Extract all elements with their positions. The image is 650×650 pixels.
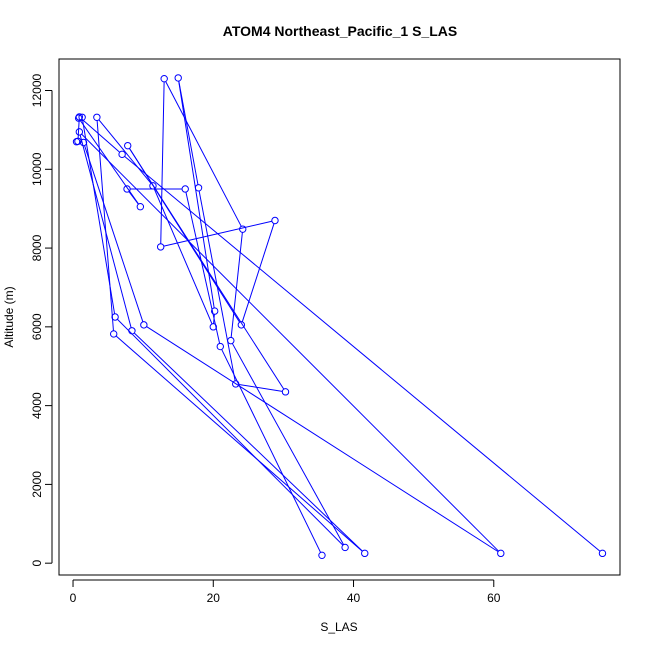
y-tick-label: 4000 bbox=[30, 392, 44, 419]
series-line-segment bbox=[213, 314, 215, 324]
x-axis-label: S_LAS bbox=[320, 620, 357, 634]
x-tick-label: 40 bbox=[347, 591, 361, 605]
data-point bbox=[209, 323, 217, 331]
series-line-segment bbox=[84, 145, 144, 322]
data-point bbox=[74, 137, 82, 146]
series-line-segment bbox=[117, 318, 344, 546]
chart-title: ATOM4 Northeast_Pacific_1 S_LAS bbox=[223, 23, 457, 39]
y-tick-label: 10000 bbox=[30, 152, 44, 186]
x-axis: 0 20 40 60 bbox=[70, 579, 501, 605]
y-tick-label: 2000 bbox=[30, 471, 44, 498]
data-point bbox=[124, 141, 132, 150]
data-point bbox=[118, 150, 126, 159]
data-point bbox=[232, 380, 240, 388]
data-point bbox=[79, 138, 88, 147]
y-tick-label: 12000 bbox=[30, 74, 44, 108]
y-axis-label: Altitude (m) bbox=[2, 286, 16, 347]
series-line-segment bbox=[115, 335, 363, 552]
series-line-segment bbox=[81, 118, 121, 153]
series-line-segment bbox=[124, 155, 601, 552]
x-tick-label: 0 bbox=[70, 591, 77, 605]
data-point bbox=[78, 113, 86, 122]
y-tick-label: 0 bbox=[30, 560, 44, 567]
data-point bbox=[136, 203, 145, 211]
data-point bbox=[75, 128, 84, 136]
data-point bbox=[93, 113, 101, 122]
series-line-segment bbox=[160, 81, 165, 244]
data-point bbox=[74, 114, 83, 122]
data-point bbox=[123, 185, 131, 193]
series-line-segment bbox=[221, 349, 322, 553]
series-line-segment bbox=[146, 326, 499, 553]
x-tick-label: 20 bbox=[207, 591, 221, 605]
data-point bbox=[318, 551, 326, 560]
series-line-segment bbox=[133, 332, 363, 552]
series-line-segment bbox=[198, 190, 236, 381]
data-point bbox=[361, 549, 369, 558]
plot-frame bbox=[58, 58, 621, 576]
data-point bbox=[174, 74, 182, 82]
data-point bbox=[194, 184, 203, 192]
data-point bbox=[341, 543, 349, 552]
y-tick-label: 6000 bbox=[30, 313, 44, 340]
data-point bbox=[111, 313, 119, 321]
data-point bbox=[216, 342, 224, 351]
data-point bbox=[598, 549, 607, 558]
data-point bbox=[281, 388, 290, 396]
data-point bbox=[156, 243, 165, 251]
series-line-segment bbox=[178, 80, 199, 185]
data-point bbox=[75, 113, 84, 121]
x-tick-label: 60 bbox=[487, 591, 501, 605]
data-point bbox=[239, 225, 247, 233]
data-point bbox=[110, 330, 118, 338]
data-point bbox=[210, 307, 219, 315]
data-point bbox=[140, 321, 148, 329]
data-point bbox=[271, 216, 279, 225]
data-point bbox=[227, 336, 235, 345]
series-line-segment bbox=[231, 343, 344, 545]
series-line-segment bbox=[79, 134, 132, 328]
data-point bbox=[149, 182, 157, 190]
series-line-segment bbox=[230, 232, 243, 338]
y-axis: 0 2000 4000 6000 8000 10000 12000 bbox=[30, 74, 53, 567]
series-line-segment bbox=[241, 223, 275, 322]
data-point bbox=[497, 549, 505, 558]
series-line-segment bbox=[81, 133, 499, 552]
y-tick-label: 8000 bbox=[30, 234, 44, 261]
series-line-segment bbox=[98, 119, 152, 184]
data-point bbox=[181, 185, 189, 193]
data-point bbox=[128, 327, 136, 335]
data-point bbox=[160, 74, 168, 83]
series-line-segment bbox=[238, 383, 283, 392]
series-line-segment bbox=[153, 188, 213, 325]
series-line-segment bbox=[178, 80, 215, 309]
series-line-segment bbox=[165, 81, 242, 227]
data-point bbox=[237, 321, 246, 329]
series-layer bbox=[72, 74, 607, 560]
series-line-segment bbox=[96, 120, 114, 331]
